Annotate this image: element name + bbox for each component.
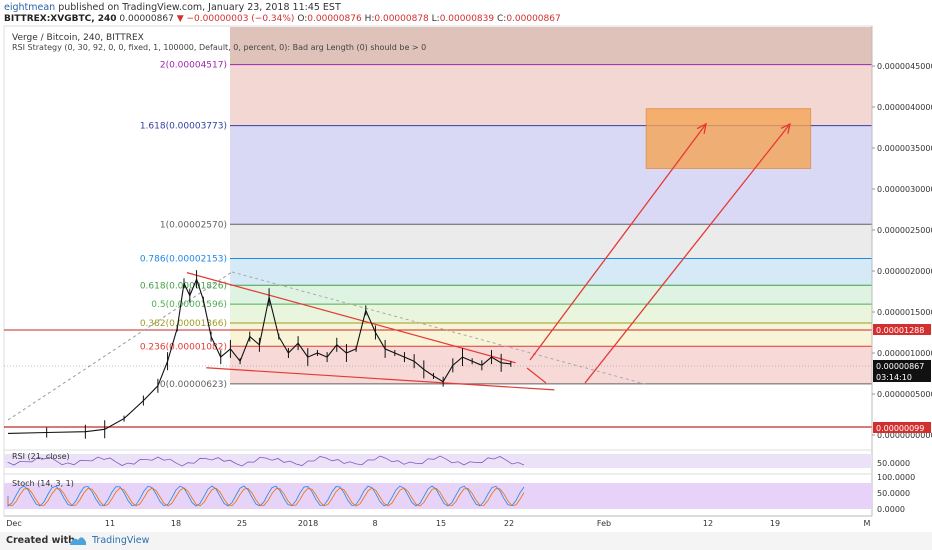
- ohlc-close-label: C:: [496, 14, 507, 24]
- ohlc-high-label: H:: [364, 14, 375, 24]
- forecast-arrow: [584, 123, 791, 384]
- fib-level-label: 1(0.00002570): [160, 220, 227, 230]
- fib-band: [230, 285, 872, 305]
- ohlc-close: 0.00000867: [506, 14, 561, 24]
- price-label-text: 0.00000099: [876, 424, 924, 433]
- rsi-line: [7, 455, 525, 467]
- y-tick-label: 0.0000015000: [877, 308, 932, 317]
- x-tick-label: 22: [504, 519, 514, 528]
- y-tick-label: 0.0000020000: [877, 267, 932, 276]
- wedge-lower-line: [206, 367, 555, 391]
- rsi-band: [4, 454, 872, 468]
- stoch-d-line: [7, 487, 525, 507]
- chart-subtitle: RSI Strategy (0, 30, 92, 0, 0, fixed, 1,…: [12, 43, 426, 52]
- stoch-tick-label: 0.0000: [877, 505, 905, 514]
- fib-band: [230, 258, 872, 286]
- x-tick-label: 19: [770, 519, 780, 528]
- price-label-text: 0.00000867: [876, 362, 924, 371]
- price-label-box: [873, 360, 931, 371]
- stoch-tick-label: 50.0000: [877, 489, 910, 498]
- symbol-label: BITTREX:XVGBTC, 240: [4, 14, 117, 24]
- trend-layer: [4, 108, 872, 428]
- x-tick-label: 2018: [298, 519, 318, 528]
- ohlc-open: 0.00000876: [307, 14, 362, 24]
- ohlc-low-label: L:: [431, 14, 440, 24]
- price-label-text: 03:14:10: [876, 373, 912, 382]
- fibonacci-layer: 2(0.00004517) 1.618(0.00003773) 1(0.000025…: [140, 27, 872, 390]
- price-label-box: [873, 371, 931, 382]
- x-tick-label: M: [864, 519, 871, 528]
- fib-level-label: 0(0.00000623): [160, 380, 227, 390]
- x-tick-label: 11: [105, 519, 115, 528]
- y-tick-label: 0.0000040000: [877, 103, 932, 112]
- x-tick-label: Feb: [597, 519, 611, 528]
- published-text: published on TradingView.com, January 23…: [55, 2, 341, 13]
- x-tick-label: 25: [237, 519, 247, 528]
- x-tick-label: Dec: [6, 519, 21, 528]
- ohlc-open-label: O:: [297, 14, 308, 24]
- publish-info: eightmean published on TradingView.com, …: [4, 2, 341, 13]
- fib-level-label: 0.5(0.00001596): [151, 300, 227, 310]
- fib-level-label: 1.618(0.00003773): [140, 122, 227, 132]
- x-tick-label: 8: [372, 519, 377, 528]
- rsi-label: RSI (21, close): [12, 452, 70, 461]
- wedge-upper-line: [186, 272, 516, 364]
- fib-level-label: 0.786(0.00002153): [140, 254, 227, 264]
- price-label-text: 0.00001288: [876, 326, 924, 335]
- fib-band: [230, 346, 872, 384]
- stoch-label: Stoch (14, 3, 1): [12, 479, 74, 488]
- x-tick-label: 12: [703, 519, 713, 528]
- fib-band: [230, 304, 872, 323]
- y-tick-label: 0.0000035000: [877, 144, 932, 153]
- price-labels: 0.00001288 0.00000867 03:14:10 0.00000099: [873, 324, 931, 433]
- x-tick-label: 18: [171, 519, 181, 528]
- price-change: ▼ −0.00000003 (−0.34%): [176, 14, 295, 24]
- y-axis: 0.0000045000 0.0000040000 0.0000035000 0.00…: [871, 26, 932, 516]
- fib-level-label: 2(0.00004517): [160, 61, 227, 71]
- y-tick-label: 0.0000025000: [877, 226, 932, 235]
- y-tick-label: 0.0000010000: [877, 349, 932, 358]
- fib-band: [230, 322, 872, 347]
- stoch-tick-label: 100.0000: [877, 473, 915, 482]
- dashed-projection: [7, 271, 233, 421]
- y-tick-label: 0.0000005000: [877, 390, 932, 399]
- x-tick-label: 15: [436, 519, 446, 528]
- rsi-panel: RSI (21, close) 50.0000: [4, 449, 910, 468]
- last-price: 0.00000867: [119, 14, 174, 24]
- forecast-dip: [526, 367, 547, 384]
- fib-band: [230, 224, 872, 259]
- fib-level-label: 0.382(0.00001366): [140, 319, 227, 329]
- target-box: [645, 108, 812, 169]
- y-tick-label: 0.0000030000: [877, 185, 932, 194]
- stoch-panel: Stoch (14, 3, 1) 100.0000 50.0000 0.0000: [4, 473, 915, 514]
- x-axis: Dec 11 18 25 2018 8 15 22 Feb 12 19 M: [4, 515, 872, 528]
- created-with-text: Created with: [6, 535, 75, 546]
- fib-level-label: 0.236(0.00001082): [140, 342, 227, 352]
- tradingview-logo-icon: [70, 537, 86, 545]
- ohlc-low: 0.00000839: [439, 14, 495, 24]
- stoch-band: [4, 483, 872, 509]
- fib-top-band: [230, 27, 872, 65]
- symbol-line: BITTREX:XVGBTC, 240 0.00000867 ▼ −0.0000…: [4, 14, 561, 24]
- stoch-k-line: [7, 485, 525, 507]
- price-layer: [4, 270, 872, 439]
- ohlc-high: 0.00000878: [374, 14, 429, 24]
- price-label-box: [873, 324, 931, 335]
- y-tick-label: 0.0000045000: [877, 62, 932, 71]
- price-chart[interactable]: 2(0.00004517) 1.618(0.00003773) 1(0.000025…: [0, 0, 932, 532]
- forecast-arrowhead: [780, 122, 791, 134]
- forecast-arrow: [529, 123, 707, 361]
- forecast-arrowhead: [696, 122, 707, 134]
- price-label-box: [873, 422, 931, 433]
- dashed-projection: [231, 271, 646, 385]
- y-tick-label: 0.0000000000: [877, 431, 932, 440]
- footer: Created with TradingView: [0, 532, 932, 550]
- rsi-tick-label: 50.0000: [877, 459, 910, 468]
- author-link[interactable]: eightmean: [4, 2, 56, 13]
- chart-title: Verge / Bitcoin, 240, BITTREX: [12, 33, 144, 43]
- tradingview-brand[interactable]: TradingView: [92, 535, 150, 546]
